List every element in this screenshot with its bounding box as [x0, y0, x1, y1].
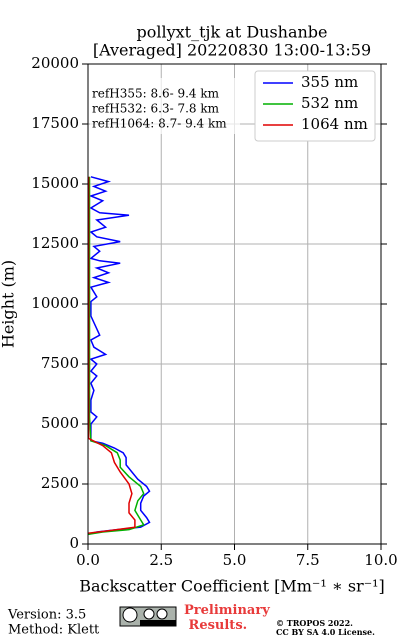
legend-label: 532 nm — [301, 94, 358, 112]
annotation: refH532: 6.3- 7.8 km — [92, 102, 220, 116]
y-tick-label: 2500 — [41, 474, 79, 492]
x-tick-label: 0.0 — [76, 551, 100, 569]
y-tick-label: 10000 — [31, 294, 79, 312]
line — [87, 176, 145, 536]
x-tick-label: 2.5 — [149, 551, 173, 569]
y-tick-label: 12500 — [31, 234, 79, 252]
annotation: refH355: 8.6- 9.4 km — [92, 87, 220, 101]
legend-box — [254, 70, 376, 142]
x-axis-label: Backscatter Coefficient [Mm⁻¹ ∗ sr⁻¹] — [79, 577, 385, 596]
line — [87, 176, 136, 534]
y-tick-label: 20000 — [31, 54, 79, 72]
method: Method: Klett — [8, 623, 100, 638]
y-tick-label: 7500 — [41, 354, 79, 372]
y-tick-label: 17500 — [31, 114, 79, 132]
line — [87, 176, 151, 536]
license: CC BY SA 4.0 License. — [276, 627, 375, 637]
cc-logo — [119, 606, 177, 627]
y-tick-label: 15000 — [31, 174, 79, 192]
y-tick-label: 0 — [69, 534, 79, 552]
preliminary: Preliminary Results. — [184, 603, 270, 633]
legend-label: 355 nm — [301, 73, 358, 91]
x-tick-label: 10.0 — [364, 551, 397, 569]
plot-frame — [87, 63, 382, 545]
y-tick-label: 5000 — [41, 414, 79, 432]
chart-title: pollyxt_tjk at Dushanbe — [136, 23, 327, 42]
legend-label: 1064 nm — [301, 115, 368, 133]
y-axis-label: Height (m) — [0, 260, 18, 348]
annotation: refH1064: 8.7- 9.4 km — [92, 117, 227, 131]
copyright: © TROPOS 2022. — [276, 618, 353, 628]
version: Version: 3.5 — [7, 608, 86, 623]
annotation-box — [90, 78, 240, 134]
x-tick-label: 5.0 — [223, 551, 247, 569]
x-tick-label: 7.5 — [296, 551, 320, 569]
chart-subtitle: [Averaged] 20220830 13:00-13:59 — [93, 41, 371, 60]
